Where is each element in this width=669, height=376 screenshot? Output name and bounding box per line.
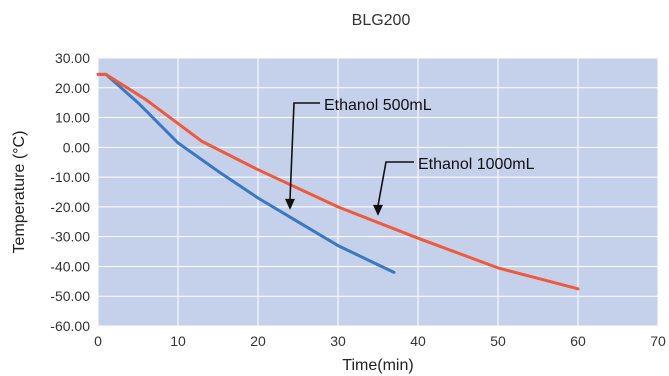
y-tick-label: -30.00 xyxy=(50,229,90,245)
y-tick-label: 0.00 xyxy=(63,139,90,155)
x-tick-label: 20 xyxy=(250,333,266,349)
x-tick-label: 60 xyxy=(570,333,586,349)
chart-title: BLG200 xyxy=(352,12,411,29)
x-tick-label: 30 xyxy=(330,333,346,349)
y-tick-label: -40.00 xyxy=(50,258,90,274)
series-line-1 xyxy=(96,72,396,274)
annotation-2: Ethanol 1000mL xyxy=(373,156,535,216)
x-tick-label: 0 xyxy=(94,333,102,349)
y-tick-label: -60.00 xyxy=(50,318,90,334)
x-tick-label: 40 xyxy=(410,333,426,349)
y-axis-tick-labels: 30.00 20.00 10.00 0.00 -10.00 -20.00 -30.00 -40… xyxy=(50,50,90,334)
annotation-label: Ethanol 500mL xyxy=(324,97,432,114)
series-annotations: Ethanol 500mL Ethanol 1000mL xyxy=(285,97,535,216)
x-tick-label: 50 xyxy=(490,333,506,349)
annotation-arrowhead xyxy=(285,198,295,210)
y-axis-label: Temperature (°C) xyxy=(11,131,28,254)
series-line-2 xyxy=(96,72,580,291)
y-tick-label: -10.00 xyxy=(50,169,90,185)
series-lines xyxy=(96,72,580,291)
annotation-arrowhead xyxy=(373,204,383,216)
y-tick-label: -50.00 xyxy=(50,288,90,304)
y-tick-label: 10.00 xyxy=(55,110,90,126)
y-tick-label: 20.00 xyxy=(55,80,90,96)
annotation-label: Ethanol 1000mL xyxy=(418,156,535,173)
grid-lines xyxy=(97,57,659,327)
annotation-leader-line xyxy=(377,161,414,206)
annotation-leader-line xyxy=(289,102,320,200)
x-axis-label: Time(min) xyxy=(342,357,413,374)
plot-area xyxy=(97,57,659,327)
x-axis-tick-labels: 0 10 20 30 40 50 60 70 xyxy=(94,333,666,349)
x-tick-label: 10 xyxy=(170,333,186,349)
y-tick-label: 30.00 xyxy=(55,50,90,66)
x-tick-label: 70 xyxy=(650,333,666,349)
annotation-1: Ethanol 500mL xyxy=(285,97,432,210)
y-tick-label: -20.00 xyxy=(50,199,90,215)
